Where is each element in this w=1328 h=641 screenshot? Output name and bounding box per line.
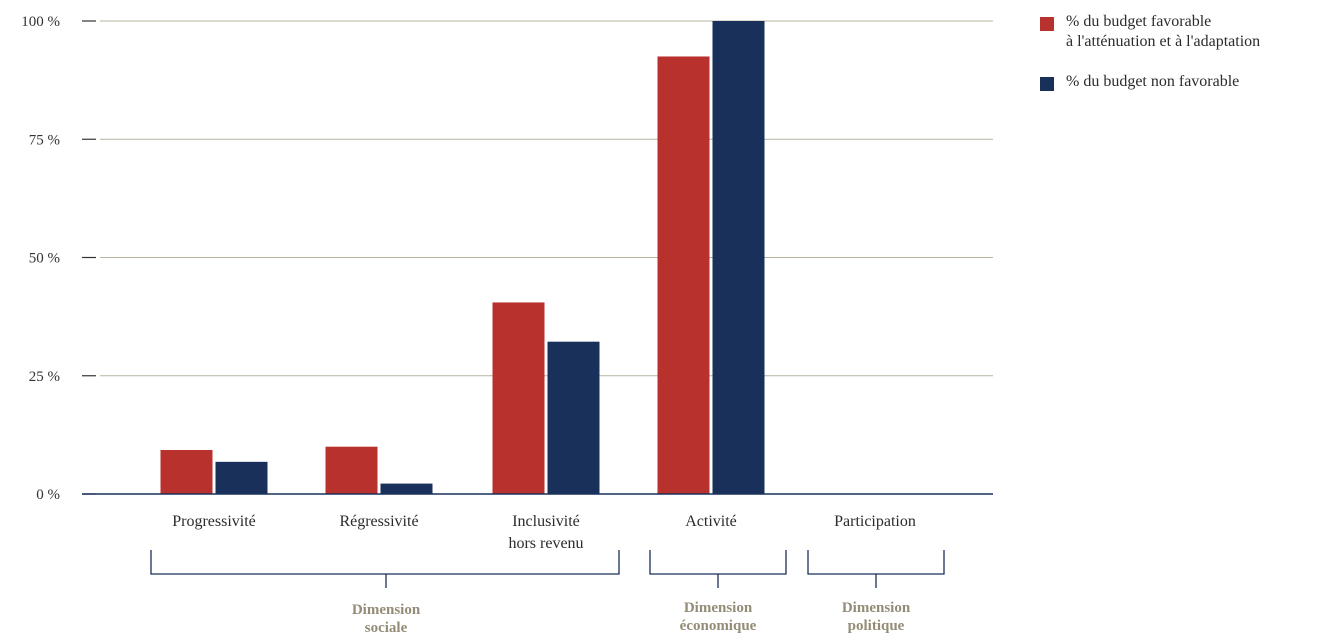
y-axis: 0 % 25 % 50 % 75 % 100 % [21,14,96,503]
bar-favorable-activite [657,56,710,494]
category-label-participation: Participation [834,513,916,530]
gridlines [100,20,993,377]
bar-favorable-regressivite [325,446,378,494]
group-bracket-dimension-economique [649,550,787,588]
legend-swatch-non-favorable [1040,77,1054,91]
bars [160,21,765,494]
bar-favorable-inclusivite-hors-revenu [492,302,545,494]
group-bracket-dimension-politique [807,550,945,588]
bar-non-favorable-progressivite [215,461,268,494]
bar-non-favorable-regressivite [380,483,433,494]
bar-non-favorable-inclusivite-hors-revenu [547,341,600,494]
x-axis: Progressivité Régressivité Inclusivité hors… [82,493,993,552]
group-label-dimension-sociale: Dimension sociale [352,602,421,636]
legend-label-non-favorable: % du budget non favorable [1066,73,1240,90]
group-label-dimension-politique: Dimension politique [842,600,911,634]
legend-item-favorable: % du budget favorable à l'atténuation et… [1040,12,1260,52]
group-label-dimension-economique: Dimension économique [680,600,757,634]
y-tick-label: 25 % [29,369,60,385]
y-tick-label: 100 % [21,14,60,30]
legend-item-non-favorable: % du budget non favorable [1040,72,1260,92]
legend: % du budget favorable à l'atténuation et… [1040,12,1260,112]
y-tick-label: 0 % [36,487,60,503]
legend-swatch-favorable [1040,17,1054,31]
group-bracket-dimension-sociale [150,550,620,588]
y-tick-label: 50 % [29,251,60,267]
category-label-progressivite: Progressivité [172,513,256,530]
bar-favorable-progressivite [160,450,213,494]
y-tick-label: 75 % [29,132,60,148]
category-label-activite: Activité [685,513,737,530]
dimension-groups: Dimension sociale Dimension économique Dimen… [150,550,945,636]
category-label-regressivite: Régressivité [339,513,418,530]
bar-non-favorable-activite [712,21,765,494]
category-label-inclusivite-hors-revenu: Inclusivité hors revenu [508,513,583,552]
legend-label-favorable: % du budget favorable à l'atténuation et… [1066,13,1261,50]
